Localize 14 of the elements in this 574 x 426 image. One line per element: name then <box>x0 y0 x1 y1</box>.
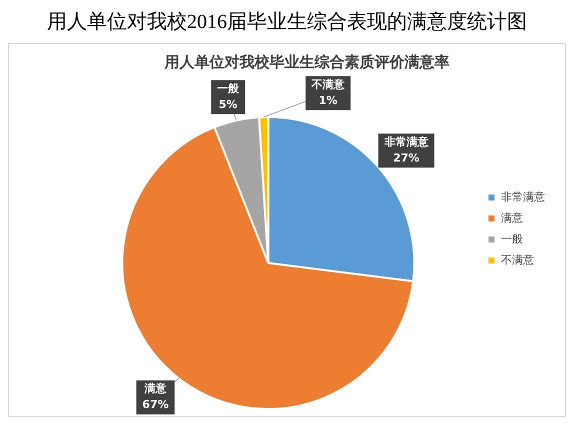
slice-label: 不满意 <box>310 78 346 91</box>
data-label: 5% <box>218 98 238 111</box>
data-label: 27% <box>393 151 420 164</box>
slice-label: 满意 <box>143 382 168 396</box>
legend-label: 不满意 <box>501 253 534 266</box>
legend-label: 非常满意 <box>501 190 545 204</box>
legend-label: 满意 <box>501 211 523 224</box>
slice-label: 非常满意 <box>383 135 430 148</box>
chart-subtitle: 用人单位对我校毕业生综合素质评价满意率 <box>164 52 450 71</box>
data-label: 67% <box>142 398 169 412</box>
chart-title: 用人单位对我校2016届毕业生综合表现的满意度统计图 <box>46 10 528 35</box>
legend-label: 一般 <box>501 232 523 246</box>
slice-label: 一般 <box>217 82 240 95</box>
data-label: 1% <box>318 94 338 107</box>
